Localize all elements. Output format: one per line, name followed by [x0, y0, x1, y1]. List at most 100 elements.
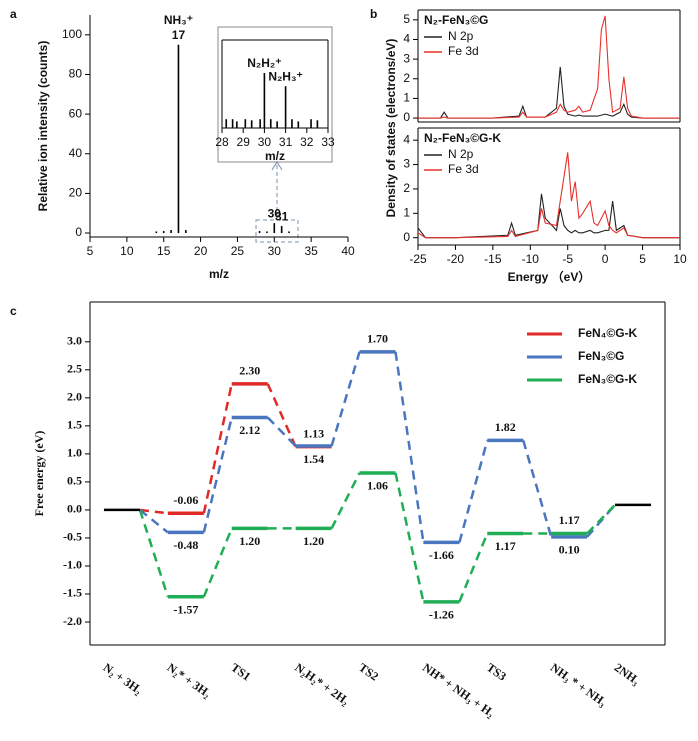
x-tick-label: 35	[304, 244, 318, 258]
y-tick-label: 1.0	[67, 446, 82, 460]
bar	[276, 121, 278, 128]
legend-label: N 2p	[448, 147, 474, 161]
legend-label: FeN₃©G-K	[578, 372, 637, 386]
x-tick-label: 5	[87, 244, 94, 258]
connector	[139, 508, 169, 534]
y-tick-label: 5	[403, 12, 410, 26]
connector	[202, 417, 233, 533]
peak-label: NH₃⁺	[164, 13, 193, 27]
legend-label: N 2p	[448, 29, 474, 43]
barrier-label: 1.82	[495, 420, 516, 434]
y-tick-label: 0.5	[67, 474, 82, 488]
y-tick-label: 1.5	[67, 418, 82, 432]
y-tick-label: 2	[403, 181, 410, 195]
y-axis-label: Relative ion intensity (counts)	[36, 41, 50, 212]
y-tick-label: 40	[69, 146, 83, 160]
connector	[202, 383, 233, 514]
chart-title: N₂-FeN₃©G-K	[424, 131, 501, 145]
x-tick-label: 10	[120, 244, 134, 258]
bar	[280, 226, 283, 234]
bar	[310, 119, 312, 128]
peak-label: N₂H₂⁺	[247, 56, 281, 70]
x-tick-label: N₂* + 3H₂	[165, 660, 214, 700]
connector	[394, 351, 425, 543]
y-tick-label: 60	[69, 106, 83, 120]
x-tick-label: NH₃ * + NH₃	[548, 660, 610, 709]
barrier-label: 1.17	[495, 539, 516, 553]
peak-label: 30	[268, 206, 282, 220]
x-tick-label: -5	[562, 252, 573, 266]
dos-line	[417, 193, 680, 239]
bar	[297, 121, 300, 128]
barrier-label: 2.12	[239, 423, 260, 437]
bar	[288, 231, 290, 234]
barrier-label: 1.54	[303, 452, 324, 466]
y-tick-label: 0	[75, 225, 82, 239]
barrier-label: 1.06	[367, 479, 388, 493]
barrier-label: 1.13	[303, 426, 324, 440]
barrier-label: 1.20	[303, 534, 324, 548]
panel-letter: c	[10, 304, 17, 318]
connector	[138, 509, 170, 598]
y-tick-label: 0	[403, 230, 410, 244]
x-tick-label: 30	[268, 244, 282, 258]
barrier-label: -0.48	[173, 538, 198, 552]
y-axis-label: Free energy (eV)	[32, 431, 46, 517]
y-axis-label: Density of states (electrons/eV)	[384, 39, 398, 218]
panel-letter: b	[370, 7, 377, 21]
y-tick-label: 100	[62, 27, 82, 41]
bar	[177, 44, 180, 234]
y-tick-label: -0.5	[63, 530, 82, 544]
connector	[330, 472, 361, 529]
y-tick-label: 80	[69, 67, 83, 81]
connector	[458, 440, 489, 543]
bar	[162, 231, 165, 234]
barrier-label: -0.06	[173, 493, 198, 507]
dos-line	[417, 152, 680, 239]
x-tick-label: 31	[279, 135, 293, 149]
inset-frame	[217, 26, 333, 163]
x-tick-label: 33	[321, 135, 335, 149]
dos-line	[418, 15, 680, 119]
y-tick-label: -2.0	[63, 614, 82, 628]
panel-letter: a	[10, 7, 17, 21]
bar	[291, 119, 293, 128]
legend-label: Fe 3d	[448, 162, 479, 176]
barrier-label: 1.20	[239, 534, 260, 548]
x-tick-label: 0	[602, 252, 609, 266]
bar	[231, 119, 234, 128]
connector	[266, 416, 297, 447]
y-tick-label: 2	[403, 71, 410, 85]
x-tick-label: N₂ + 3H₂	[101, 660, 145, 697]
barrier-label: 1.70	[367, 332, 388, 346]
x-tick-label: 25	[231, 244, 245, 258]
dos-line	[418, 66, 680, 119]
y-tick-label: 20	[69, 186, 83, 200]
barrier-label: -1.66	[429, 548, 454, 562]
connector	[522, 440, 553, 538]
peak-label: 31	[275, 209, 289, 223]
bar	[284, 86, 287, 128]
x-tick-label: 2NH₃	[612, 660, 643, 688]
x-tick-label: -15	[484, 252, 502, 266]
x-tick-label: TS3	[484, 660, 509, 683]
bar	[185, 230, 187, 234]
x-tick-label: N₂H₂* + 2H₂	[292, 660, 352, 708]
x-axis-label: Energy （eV）	[508, 269, 591, 284]
x-tick-label: 40	[341, 244, 355, 258]
x-tick-label: 5	[639, 252, 646, 266]
connector	[202, 527, 233, 598]
y-tick-label: -1.0	[63, 558, 82, 572]
y-tick-label: 1	[403, 205, 410, 219]
bar	[259, 119, 261, 128]
bar	[273, 223, 276, 234]
x-tick-label: -10	[522, 252, 540, 266]
peak-label: 17	[172, 28, 186, 42]
barrier-label: -1.26	[429, 608, 454, 622]
y-tick-label: 3	[403, 51, 410, 65]
connector	[139, 508, 168, 515]
connector	[586, 504, 616, 535]
y-tick-label: 4	[403, 132, 410, 146]
barrier-label: 2.30	[239, 364, 260, 378]
